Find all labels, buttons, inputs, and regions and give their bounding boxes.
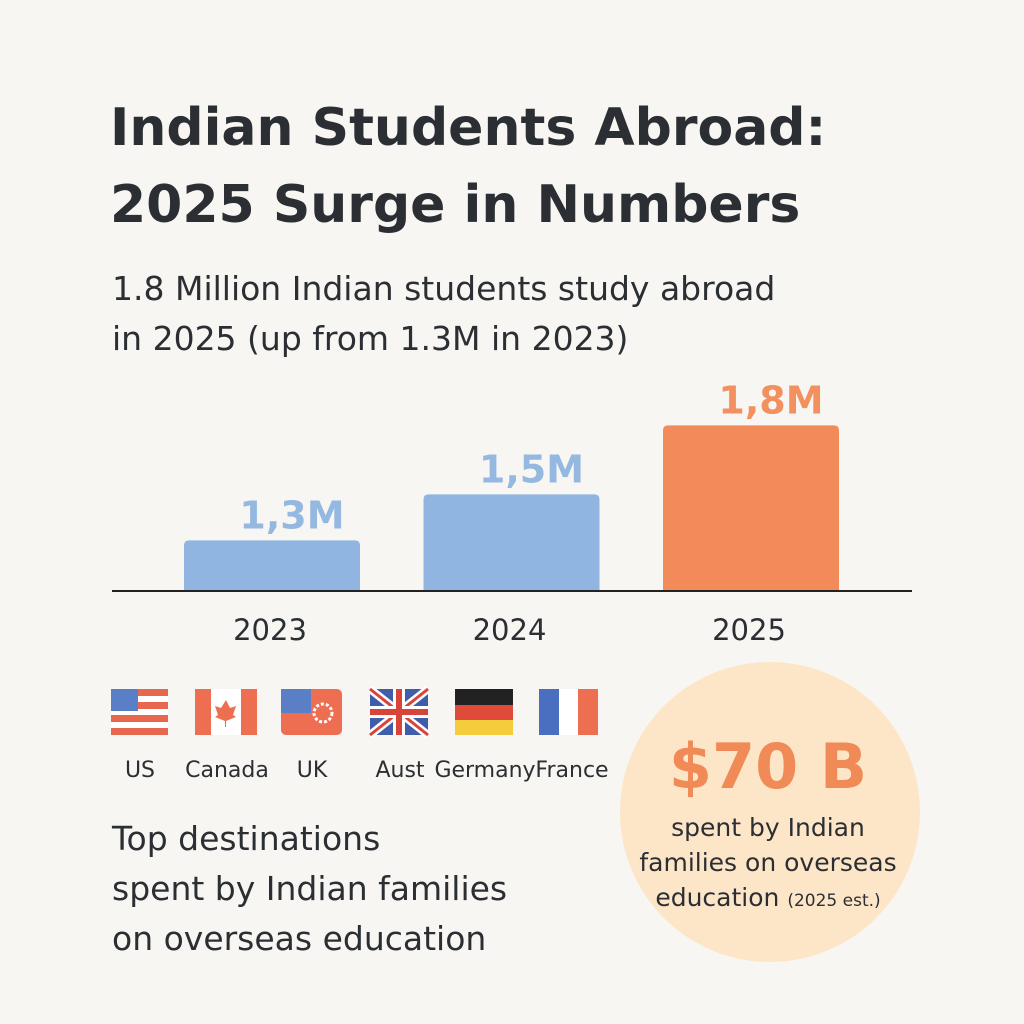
flag-australia xyxy=(367,685,431,739)
stat-value: $70 B xyxy=(669,730,867,803)
country-label: UK xyxy=(297,758,328,783)
country-label: Canada xyxy=(185,758,269,783)
stat-note: (2025 est.) xyxy=(787,891,880,911)
country-label: US xyxy=(125,758,155,783)
bar xyxy=(663,425,839,591)
x-tick-label: 2025 xyxy=(712,613,786,647)
flag-us xyxy=(111,689,168,735)
flag-uk xyxy=(281,689,342,735)
country-label: France xyxy=(535,758,608,783)
x-tick-label: 2023 xyxy=(233,613,307,647)
title-line: 2025 Surge in Numbers xyxy=(110,175,800,235)
caption-line: Top destinations xyxy=(111,819,380,858)
flag-germany xyxy=(455,689,513,735)
country-label: Aust xyxy=(375,758,424,783)
caption-line: spent by Indian families xyxy=(112,869,507,908)
x-tick-label: 2024 xyxy=(473,613,547,647)
country-labels: US Canada UK Aust Germany France xyxy=(125,758,609,783)
flag-france xyxy=(539,689,598,735)
bar xyxy=(184,540,360,591)
value-label: 1,8M xyxy=(718,378,823,422)
bar xyxy=(423,494,600,591)
subtitle-line: 1.8 Million Indian students study abroad xyxy=(112,269,775,308)
flag-canada xyxy=(195,689,257,735)
stat-line: families on overseas xyxy=(639,848,896,877)
caption-line: on overseas education xyxy=(112,919,486,958)
bar-chart: 1,3M 2023 1,5M 2024 1,8M 2025 xyxy=(184,378,839,647)
value-label: 1,3M xyxy=(239,493,344,537)
value-label: 1,5M xyxy=(479,447,584,491)
country-label: Germany xyxy=(434,758,535,783)
stat-circle xyxy=(620,662,920,962)
title-line: Indian Students Abroad: xyxy=(110,98,826,158)
stat-line: education (2025 est.) xyxy=(655,883,880,912)
stat-line: spent by Indian xyxy=(671,813,865,842)
stat-line: education xyxy=(655,883,779,912)
subtitle-line: in 2025 (up from 1.3M in 2023) xyxy=(112,319,628,358)
flags xyxy=(111,685,598,739)
